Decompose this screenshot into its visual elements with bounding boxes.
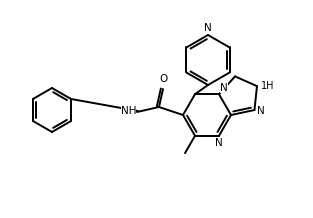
Text: N: N <box>215 138 223 148</box>
Text: N: N <box>204 23 212 33</box>
Text: 1H: 1H <box>261 81 275 91</box>
Text: NH: NH <box>121 106 136 116</box>
Text: N: N <box>220 83 228 93</box>
Text: N: N <box>258 106 265 116</box>
Text: O: O <box>160 74 168 84</box>
